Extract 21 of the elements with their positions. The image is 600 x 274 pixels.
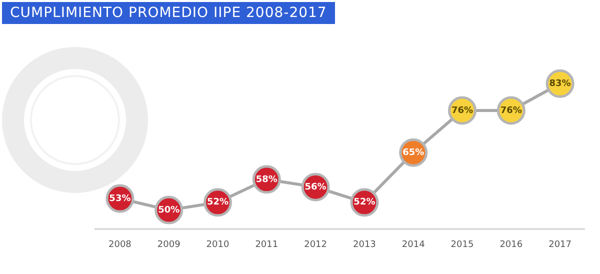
x-tick-label: 2015: [450, 240, 474, 250]
x-tick-label: 2009: [157, 240, 181, 250]
x-tick-label: 2016: [500, 240, 523, 250]
data-label: 52%: [206, 198, 229, 208]
data-label: 58%: [256, 174, 278, 185]
data-label: 65%: [402, 148, 424, 158]
x-tick-label: 2011: [255, 240, 278, 250]
x-tick-label: 2008: [108, 240, 132, 250]
data-label: 53%: [109, 194, 131, 204]
data-label: 76%: [451, 106, 474, 116]
x-tick-label: 2012: [304, 240, 328, 250]
chart-title: CUMPLIMIENTO PROMEDIO IIPE 2008-2017: [2, 2, 335, 24]
data-label: 83%: [549, 79, 571, 90]
data-label: 52%: [354, 198, 376, 208]
data-label: 76%: [500, 106, 522, 116]
data-label: 50%: [158, 205, 180, 216]
x-tick-label: 2014: [402, 240, 426, 250]
x-tick-label: 2013: [352, 240, 376, 250]
x-tick-label: 2017: [548, 240, 572, 250]
data-label: 56%: [304, 182, 326, 192]
x-tick-label: 2010: [206, 240, 230, 250]
